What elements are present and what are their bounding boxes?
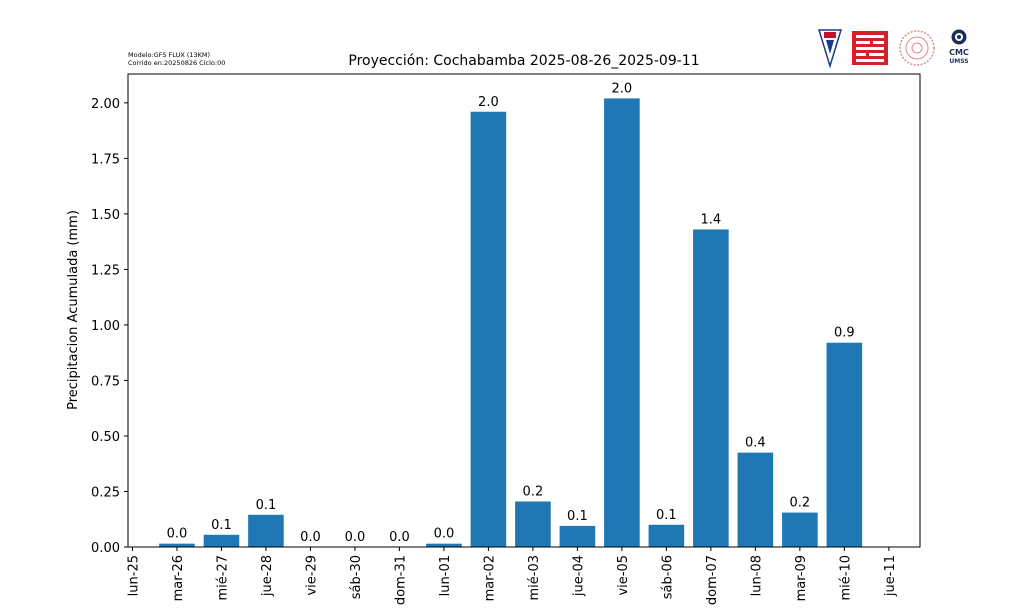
x-tick-label: dom-07 [705, 555, 720, 605]
bar [826, 342, 863, 547]
x-axis: lun-25 mar-26 mié-27 jue-28 vie-29 sáb-30 dom-… [126, 547, 898, 605]
bar-value-label: 0.0 [300, 530, 321, 545]
y-tick-label: 1.75 [91, 152, 120, 167]
x-tick-label: jue-11 [883, 555, 898, 597]
x-tick-label: lun-25 [126, 555, 141, 596]
bar-labels-layer: 0.0 0.1 0.1 0.0 0.0 0.0 0.0 2.0 0.2 0.1 2.0 0.1 1.4 0… [167, 81, 855, 545]
bar-value-label: 1.4 [701, 212, 722, 227]
bar-value-label: 0.1 [656, 508, 677, 523]
plot-frame [127, 73, 921, 548]
bar [426, 543, 462, 547]
bar [648, 524, 685, 547]
y-axis: 0.00 0.25 0.50 0.75 1.00 1.25 1.50 1.75 2.00 [91, 97, 128, 556]
university-shield-logo [817, 29, 843, 68]
x-tick-label: dom-31 [393, 555, 408, 605]
y-tick-label: 2.00 [91, 97, 120, 112]
bar-value-label: 0.1 [567, 509, 588, 524]
bar-value-label: 2.0 [478, 95, 499, 110]
chart-title: Proyección: Cochabamba 2025-08-26_2025-0… [348, 53, 699, 69]
x-tick-label: lun-08 [749, 555, 764, 596]
x-tick-label: mié-10 [838, 555, 853, 601]
x-tick-label: mar-26 [171, 555, 186, 601]
bar [203, 534, 240, 547]
bar [248, 514, 284, 547]
bar-value-label: 0.1 [256, 498, 277, 513]
y-tick-label: 1.50 [91, 208, 120, 223]
bar-value-label: 0.0 [345, 530, 366, 545]
bars-layer [159, 98, 863, 548]
x-tick-label: lun-01 [438, 555, 453, 596]
bar [737, 452, 774, 547]
cmc-umss-logo: CMC UMSS [949, 29, 969, 65]
bar-value-label: 0.2 [523, 484, 544, 499]
logo-text-cmc: CMC [949, 48, 969, 57]
run-line: Corrido en:20250826 Ciclo:00 [128, 59, 226, 67]
bar [470, 111, 507, 548]
y-axis-label: Precipitacion Acumulada (mm) [66, 210, 81, 410]
model-line: Modelo:GFS FLUX (13KM) [128, 51, 211, 59]
bar-value-label: 0.4 [745, 436, 766, 451]
bar-value-label: 2.0 [612, 81, 633, 96]
x-tick-label: vie-29 [304, 555, 319, 596]
y-tick-label: 0.75 [91, 374, 120, 389]
logo-text-umss: UMSS [949, 58, 968, 65]
x-tick-label: sáb-06 [660, 555, 675, 599]
bar-value-label: 0.0 [167, 527, 188, 542]
model-info: Modelo:GFS FLUX (13KM) Corrido en:202508… [128, 51, 225, 67]
faculty-logo [852, 31, 888, 65]
bar [782, 512, 818, 547]
x-tick-label: jue-04 [571, 555, 586, 597]
x-tick-label: jue-28 [260, 555, 275, 597]
x-tick-label: vie-05 [616, 555, 631, 596]
bar [559, 525, 596, 547]
x-tick-label: mar-02 [482, 555, 497, 601]
bar-value-label: 0.0 [389, 530, 410, 545]
y-tick-label: 0.00 [91, 541, 120, 556]
bar [159, 543, 195, 547]
bar-value-label: 0.2 [790, 496, 811, 511]
x-tick-label: mar-09 [794, 555, 809, 601]
y-tick-label: 1.00 [91, 319, 120, 334]
bar [604, 98, 640, 547]
bar-value-label: 0.0 [434, 527, 455, 542]
seal-logo [899, 30, 935, 66]
y-tick-label: 1.25 [91, 263, 120, 278]
bar [693, 229, 729, 547]
x-tick-label: sáb-30 [349, 555, 364, 599]
bar-value-label: 0.9 [834, 326, 855, 341]
y-tick-label: 0.25 [91, 485, 120, 500]
x-tick-label: mié-27 [215, 555, 230, 601]
bar-value-label: 0.1 [211, 518, 232, 533]
bar [515, 501, 551, 547]
x-tick-label: mié-03 [527, 555, 542, 601]
y-tick-label: 0.50 [91, 430, 120, 445]
